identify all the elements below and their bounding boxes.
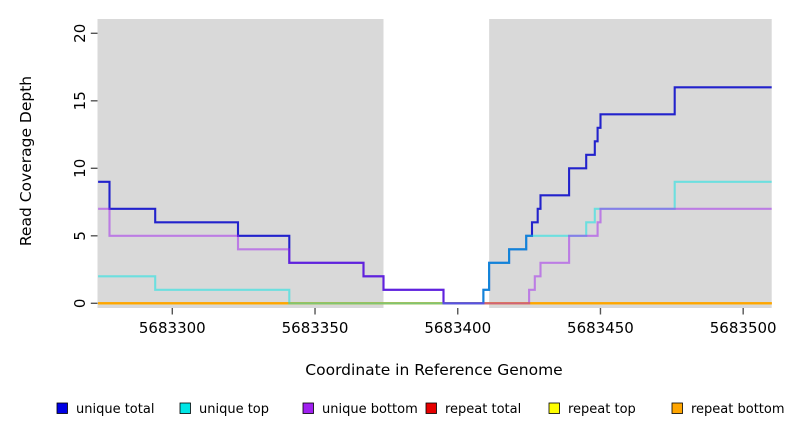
x-tick-label: 5683500 (710, 319, 777, 337)
y-axis-title: Read Coverage Depth (17, 76, 35, 246)
y-tick-label: 10 (71, 159, 89, 178)
y-tick-label: 20 (71, 24, 89, 43)
x-tick-label: 5683450 (567, 319, 634, 337)
x-tick-label: 5683400 (424, 319, 491, 337)
x-axis-title: Coordinate in Reference Genome (305, 361, 562, 379)
legend-swatch-repeat-bottom (671, 402, 683, 414)
legend-label-repeat-bottom: repeat bottom (691, 402, 785, 417)
legend-swatch-repeat-top (548, 402, 560, 414)
legend-label-unique-bottom: unique bottom (322, 402, 418, 417)
legend-label-unique-total: unique total (76, 402, 154, 417)
plot-layer (97, 19, 772, 308)
y-tick-label: 0 (71, 299, 89, 309)
series-unique-top (98, 180, 772, 305)
highlight-band (383, 19, 490, 308)
legend-swatch-unique-bottom (302, 402, 314, 414)
legend-label-repeat-top: repeat top (568, 402, 636, 417)
legend-label-unique-top: unique top (199, 402, 269, 417)
series-layer (98, 86, 772, 305)
legend-swatch-unique-total (56, 402, 68, 414)
x-tick-label: 5683300 (139, 319, 206, 337)
legend-swatch-unique-top (179, 402, 191, 414)
legend: unique total unique top unique bottom repea… (56, 402, 785, 417)
axis-layer: 5683300 5683350 5683400 5683450 5683500 0 5 10 1… (71, 24, 777, 337)
legend-label-repeat-total: repeat total (445, 402, 521, 417)
y-tick-label: 5 (71, 231, 89, 241)
legend-swatch-repeat-total (425, 402, 437, 414)
series-unique-bottom (98, 207, 772, 305)
x-tick-label: 5683350 (282, 319, 349, 337)
y-tick-label: 15 (71, 91, 89, 110)
